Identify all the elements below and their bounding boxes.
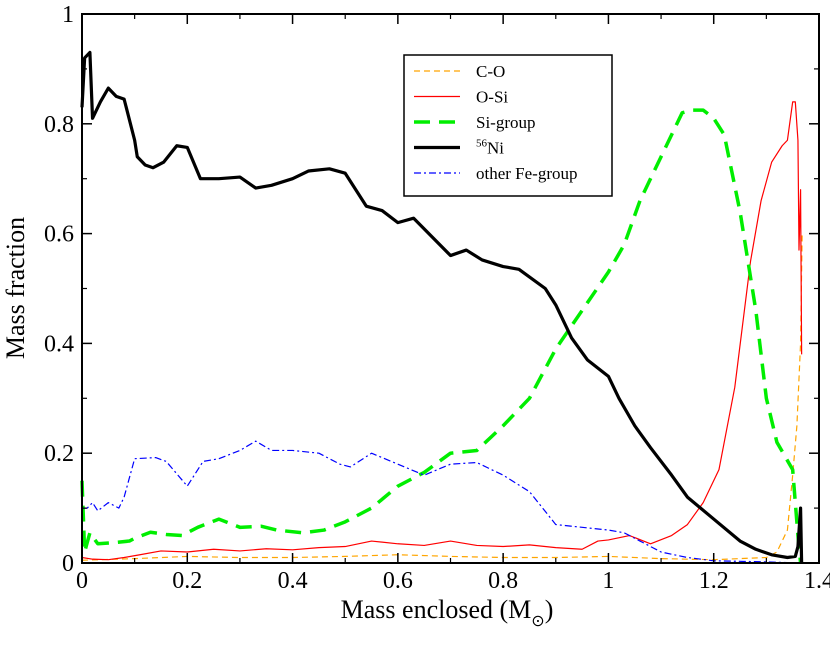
- y-axis-label: Mass fraction: [1, 217, 30, 359]
- x-tick-label: 1.2: [699, 568, 729, 594]
- legend-label-2: Si-group: [476, 113, 536, 132]
- series-line-2: [80, 108, 803, 564]
- legend: C-O O-Si Si-group 56Ni other Fe-group: [403, 54, 613, 197]
- legend-label-0: C-O: [476, 62, 505, 81]
- series-line-4: [82, 440, 798, 564]
- series-line-1: [81, 101, 803, 561]
- series-line-3: [80, 50, 804, 564]
- x-tick-label: 0: [76, 568, 88, 594]
- x-tick-label: 0.2: [172, 568, 202, 594]
- y-tick-label: 0.2: [44, 441, 74, 467]
- series-layer: [80, 50, 804, 564]
- legend-label-1: O-Si: [476, 88, 508, 107]
- y-tick-label: 0.6: [44, 222, 74, 248]
- x-tick-label: 0.6: [383, 568, 413, 594]
- x-tick-label: 0.8: [488, 568, 518, 594]
- ticks: 0 0.2 0.4 0.6 0.8 1 1.2 1.4 0 0.2 0.4 0.6 0.8 1: [44, 2, 830, 594]
- x-axis-label: Mass enclosed (M⊙): [341, 595, 554, 630]
- legend-label-4: other Fe-group: [476, 164, 578, 183]
- y-tick-label: 0: [62, 551, 74, 577]
- series-line-0: [81, 233, 803, 561]
- y-tick-label: 0.4: [44, 331, 74, 357]
- legend-label-3: 56Ni: [476, 138, 504, 158]
- x-tick-label: 1: [602, 568, 614, 594]
- y-tick-label: 1: [62, 2, 74, 28]
- y-tick-label: 0.8: [44, 112, 74, 138]
- x-tick-label: 0.4: [278, 568, 308, 594]
- legend-box: [403, 54, 613, 197]
- x-tick-label: 1.4: [804, 568, 830, 594]
